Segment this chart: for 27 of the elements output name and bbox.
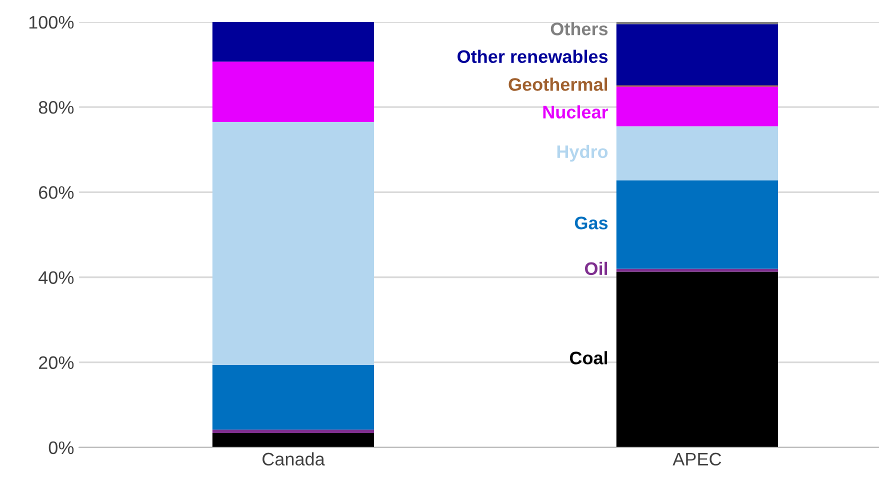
bar — [212, 430, 374, 433]
bar — [616, 272, 778, 448]
series-label: Coal — [570, 351, 608, 364]
y-tick-label: 20% — [39, 356, 74, 370]
bar — [212, 364, 374, 430]
y-tick-label: 40% — [38, 271, 74, 284]
bar — [616, 180, 778, 269]
series-label: Gas — [574, 216, 608, 230]
series-label: Geothermal — [508, 78, 608, 91]
bar — [212, 122, 374, 365]
bar — [616, 24, 778, 86]
series-label: Other renewables — [458, 50, 608, 64]
y-tick-label: 100% — [29, 16, 74, 29]
y-tick-label: 0% — [48, 441, 74, 454]
bar — [212, 432, 374, 448]
series-label: Hydro — [557, 144, 608, 162]
series-label: Nuclear — [543, 105, 608, 119]
y-tick-label: 60% — [39, 186, 74, 199]
bar — [212, 22, 374, 62]
x-tick-label: APEC — [672, 452, 722, 466]
bar — [616, 86, 778, 126]
series-label: Others — [550, 22, 608, 36]
x-tick-label: Canada — [262, 452, 325, 466]
bar — [212, 62, 374, 122]
series-label: Oil — [584, 262, 608, 276]
y-tick-label: 80% — [38, 101, 74, 114]
bar — [616, 126, 778, 180]
